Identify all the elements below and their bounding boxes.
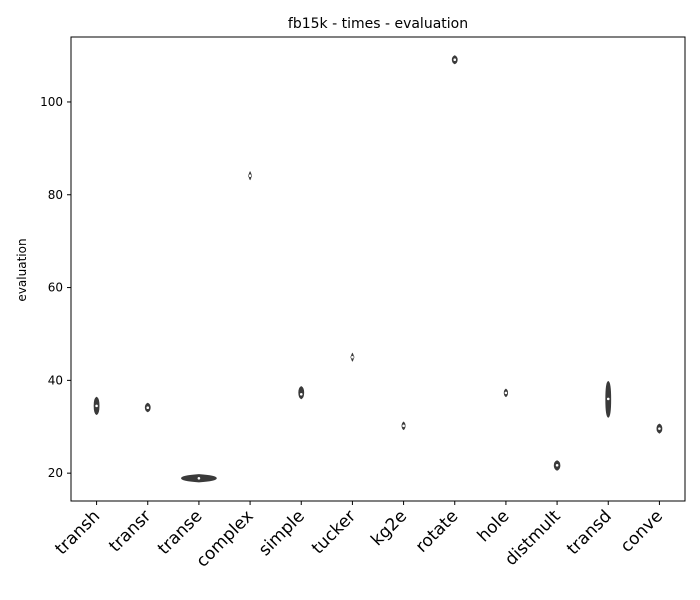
violin-median bbox=[197, 476, 201, 481]
x-tick-label: kg2e bbox=[367, 506, 411, 550]
violin-median bbox=[299, 392, 304, 397]
x-tick-label: simple bbox=[255, 506, 309, 560]
x-tick-label: conve bbox=[617, 506, 667, 556]
y-tick-label: 80 bbox=[48, 188, 63, 202]
y-tick-label: 20 bbox=[48, 466, 63, 480]
violin-median bbox=[452, 57, 457, 62]
violin-median bbox=[145, 405, 150, 410]
x-tick-label: transd bbox=[563, 506, 616, 559]
chart-title: fb15k - times - evaluation bbox=[288, 16, 468, 32]
plot-frame bbox=[70, 36, 686, 502]
y-tick-label: 100 bbox=[40, 95, 63, 109]
x-tick-label: distmult bbox=[501, 506, 565, 570]
x-tick-label: transr bbox=[105, 506, 155, 556]
violin-median bbox=[350, 355, 355, 360]
violin-median bbox=[606, 397, 611, 401]
violin-median bbox=[248, 173, 252, 178]
violin-median bbox=[504, 390, 508, 395]
x-tick-label: transh bbox=[51, 506, 104, 559]
y-tick-label: 40 bbox=[48, 373, 63, 387]
x-tick-label: tucker bbox=[308, 506, 360, 558]
violin-median bbox=[94, 403, 99, 408]
x-tick-label: rotate bbox=[412, 506, 462, 556]
violin-median bbox=[657, 426, 662, 431]
y-tick-label: 60 bbox=[48, 281, 63, 295]
x-tick-label: complex bbox=[193, 506, 258, 571]
violin-median bbox=[555, 463, 559, 468]
y-axis-label: evaluation bbox=[15, 238, 29, 301]
violin-median bbox=[401, 423, 406, 428]
x-tick-label: hole bbox=[474, 506, 514, 546]
